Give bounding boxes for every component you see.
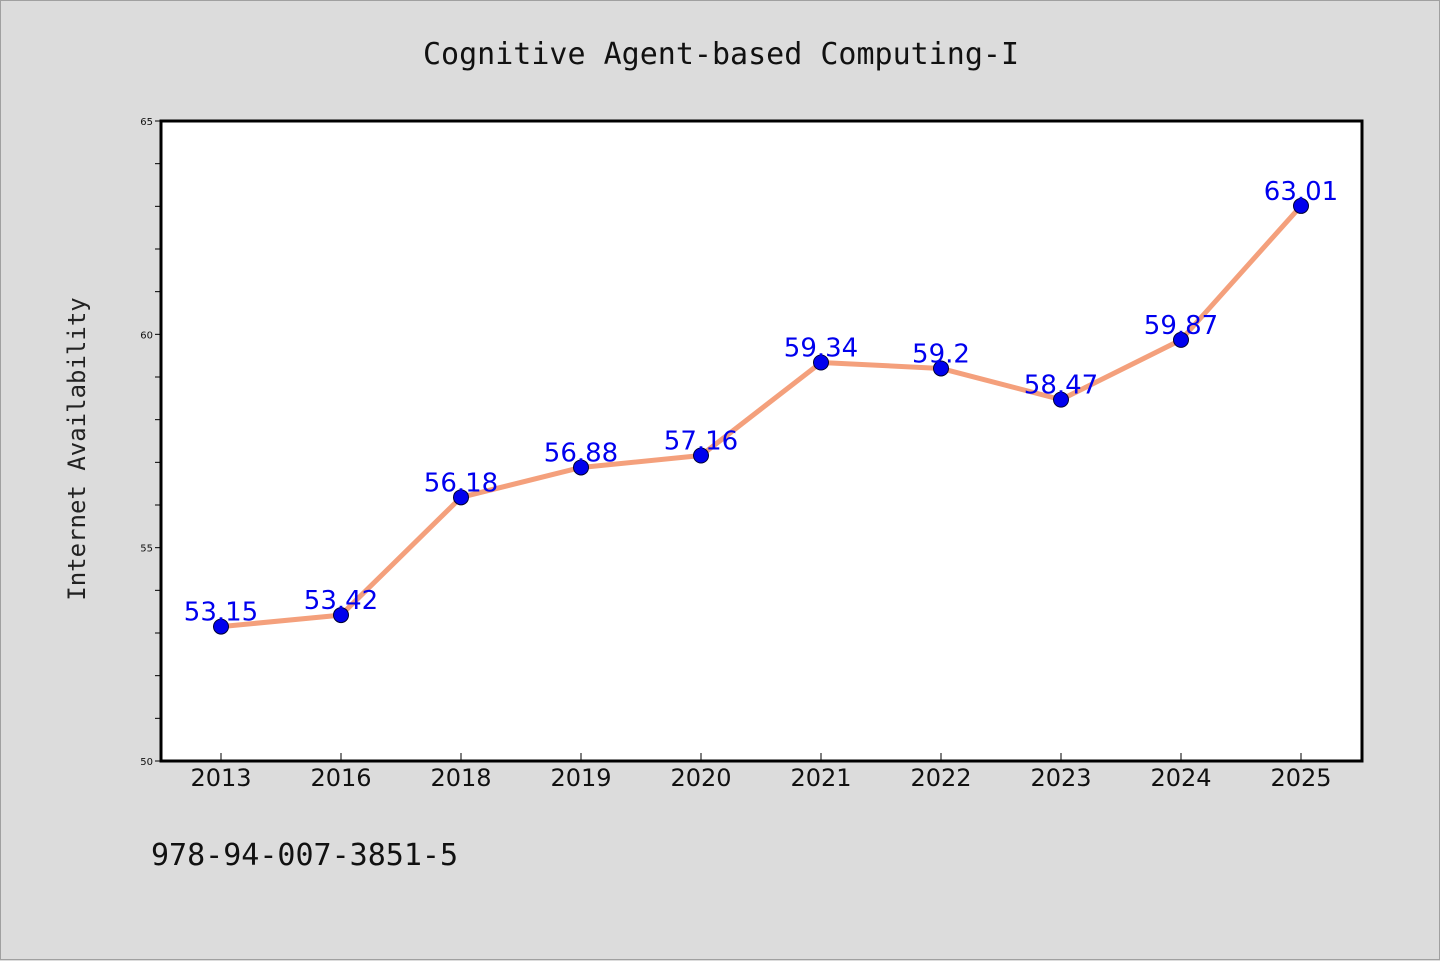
plot-area (159, 119, 1364, 763)
x-tick-label: 2020 (670, 764, 731, 792)
series (213, 197, 1309, 635)
data-point (453, 489, 469, 506)
data-label: 53.42 (304, 586, 378, 616)
data-labels: 53.15 53.42 56.18 56.88 57.16 59.34 59.2 58.47 5… (184, 177, 1338, 628)
data-point (1173, 331, 1189, 348)
data-label: 63.01 (1264, 177, 1338, 207)
data-label: 56.88 (544, 438, 618, 468)
data-point (573, 459, 589, 476)
data-label: 59.2 (912, 339, 970, 369)
x-tick-label: 2023 (1030, 764, 1091, 792)
series-line (218, 203, 1304, 630)
x-tick-label: 2022 (910, 764, 971, 792)
data-point (1053, 391, 1069, 408)
data-label: 53.15 (184, 598, 258, 628)
data-point (1293, 197, 1309, 214)
footer-isbn: 978-94-007-3851-5 (151, 838, 458, 873)
data-label: 59.87 (1144, 311, 1218, 341)
data-label: 58.47 (1024, 371, 1098, 401)
data-label: 59.34 (784, 333, 858, 363)
data-label: 57.16 (664, 427, 738, 457)
data-point (693, 447, 709, 464)
x-tick-label: 2024 (1150, 764, 1211, 792)
data-label: 56.18 (424, 468, 498, 498)
x-tick-label: 2025 (1270, 764, 1331, 792)
x-axis: 2013 2016 2018 2019 2020 2021 2022 2023 2024 2025 (190, 753, 1332, 792)
y-tick-label: 65 (140, 117, 153, 128)
y-tick-label: 55 (140, 544, 153, 555)
data-point (933, 360, 949, 377)
x-tick-label: 2013 (190, 764, 251, 792)
data-point (333, 607, 349, 624)
x-tick-label: 2019 (550, 764, 611, 792)
x-tick-label: 2021 (790, 764, 851, 792)
chart-title: Cognitive Agent-based Computing-I (423, 37, 1019, 72)
y-tick-label: 50 (140, 757, 153, 768)
data-point (213, 618, 229, 635)
y-axis-label: Internet Availability (63, 297, 91, 600)
data-point (813, 354, 829, 371)
x-tick-label: 2018 (430, 764, 491, 792)
y-tick-label: 60 (140, 330, 153, 341)
x-tick-label: 2016 (310, 764, 371, 792)
y-axis: 50 55 60 65 (140, 117, 161, 768)
